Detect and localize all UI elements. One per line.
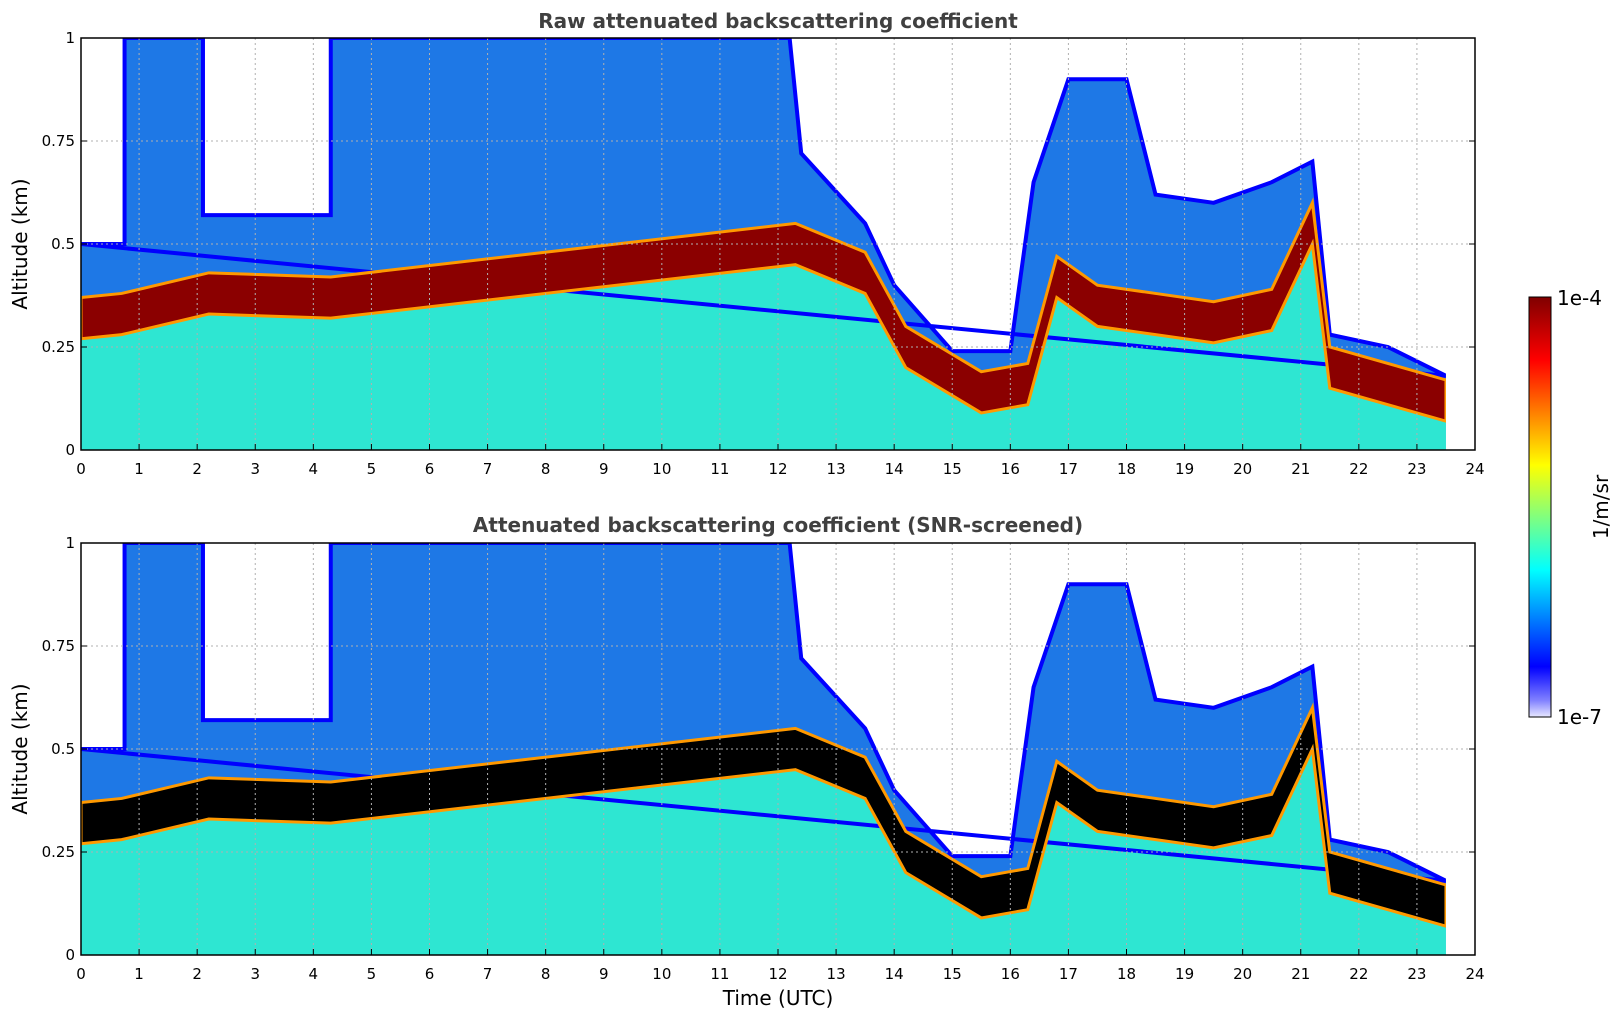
x-tick-label: 20 [1233, 460, 1252, 478]
x-tick-label: 8 [541, 965, 551, 983]
x-tick-label: 14 [885, 965, 904, 983]
x-tick-label: 2 [192, 460, 202, 478]
y-axis-label: Altitude (km) [8, 683, 32, 814]
x-tick-label: 7 [483, 965, 493, 983]
colorbar-min-label: 1e-7 [1557, 705, 1602, 729]
layer-top-edge [81, 543, 1447, 883]
panel-title: Raw attenuated backscattering coefficien… [538, 9, 1018, 33]
y-tick-label: 0.75 [42, 132, 75, 150]
x-tick-label: 11 [710, 460, 729, 478]
x-tick-label: 4 [309, 965, 319, 983]
x-tick-label: 23 [1407, 965, 1426, 983]
x-tick-label: 19 [1175, 965, 1194, 983]
y-tick-label: 1 [65, 29, 75, 47]
x-tick-label: 11 [710, 965, 729, 983]
x-tick-label: 9 [599, 460, 609, 478]
x-tick-label: 5 [367, 965, 377, 983]
y-tick-label: 0.25 [42, 338, 75, 356]
y-tick-label: 0.5 [51, 235, 75, 253]
boundary-layer-region [81, 244, 1446, 450]
x-tick-label: 0 [76, 460, 86, 478]
x-tick-label: 4 [309, 460, 319, 478]
x-tick-label: 8 [541, 460, 551, 478]
x-axis-ticks: 0 1 2 3 4 5 6 7 8 9 10 11 12 13 14 15 16 17 18 19 20 21 22 23 24 [76, 949, 1485, 983]
y-tick-label: 1 [65, 534, 75, 552]
x-tick-label: 12 [768, 965, 787, 983]
x-tick-label: 22 [1349, 460, 1368, 478]
y-axis-label: Altitude (km) [8, 178, 32, 309]
y-tick-label: 0 [65, 441, 75, 459]
y-tick-label: 0.25 [42, 843, 75, 861]
y-axis-ticks: 0 0.25 0.5 0.75 1 [42, 534, 1475, 964]
panel-raw: Raw attenuated backscattering coefficien… [8, 9, 1485, 478]
x-tick-label: 19 [1175, 460, 1194, 478]
panel-screened: Attenuated backscattering coefficient (S… [8, 513, 1485, 1010]
panel-title: Attenuated backscattering coefficient (S… [473, 513, 1083, 537]
x-tick-label: 16 [1001, 965, 1020, 983]
dense-cloud-layer [81, 202, 1446, 422]
x-tick-label: 13 [827, 460, 846, 478]
screened-cloud-layer [81, 707, 1446, 927]
layer-top-edge [81, 38, 1447, 378]
boundary-layer-region [81, 749, 1446, 955]
x-tick-label: 1 [134, 460, 144, 478]
x-tick-label: 10 [652, 965, 671, 983]
x-tick-label: 15 [943, 460, 962, 478]
x-tick-label: 20 [1233, 965, 1252, 983]
x-tick-label: 12 [768, 460, 787, 478]
x-tick-label: 6 [425, 460, 435, 478]
x-tick-label: 10 [652, 460, 671, 478]
colorbar: 1e-4 1e-7 1/m/sr [1528, 286, 1613, 729]
x-tick-label: 16 [1001, 460, 1020, 478]
x-tick-label: 1 [134, 965, 144, 983]
x-tick-label: 15 [943, 965, 962, 983]
x-tick-label: 22 [1349, 965, 1368, 983]
y-tick-label: 0.5 [51, 740, 75, 758]
x-tick-label: 0 [76, 965, 86, 983]
y-tick-label: 0 [65, 946, 75, 964]
colorbar-gradient [1528, 296, 1552, 718]
x-tick-label: 18 [1117, 460, 1136, 478]
x-axis-ticks: 0 1 2 3 4 5 6 7 8 9 10 11 12 13 14 15 16 17 18 19 20 21 22 23 24 [76, 444, 1485, 478]
y-axis-ticks: 0 0.25 0.5 0.75 1 [42, 29, 1475, 459]
x-tick-label: 6 [425, 965, 435, 983]
x-axis-label: Time (UTC) [722, 986, 834, 1010]
x-tick-label: 17 [1059, 965, 1078, 983]
colorbar-unit-label: 1/m/sr [1589, 474, 1613, 539]
x-tick-label: 17 [1059, 460, 1078, 478]
x-tick-label: 7 [483, 460, 493, 478]
x-tick-label: 24 [1465, 460, 1484, 478]
x-tick-label: 14 [885, 460, 904, 478]
x-tick-label: 3 [250, 460, 260, 478]
y-tick-label: 0.75 [42, 637, 75, 655]
x-tick-label: 21 [1291, 965, 1310, 983]
x-tick-label: 5 [367, 460, 377, 478]
x-tick-label: 3 [250, 965, 260, 983]
x-tick-label: 21 [1291, 460, 1310, 478]
x-tick-label: 9 [599, 965, 609, 983]
x-tick-label: 2 [192, 965, 202, 983]
x-tick-label: 24 [1465, 965, 1484, 983]
x-tick-label: 13 [827, 965, 846, 983]
x-tick-label: 18 [1117, 965, 1136, 983]
colorbar-max-label: 1e-4 [1557, 286, 1602, 310]
x-tick-label: 23 [1407, 460, 1426, 478]
